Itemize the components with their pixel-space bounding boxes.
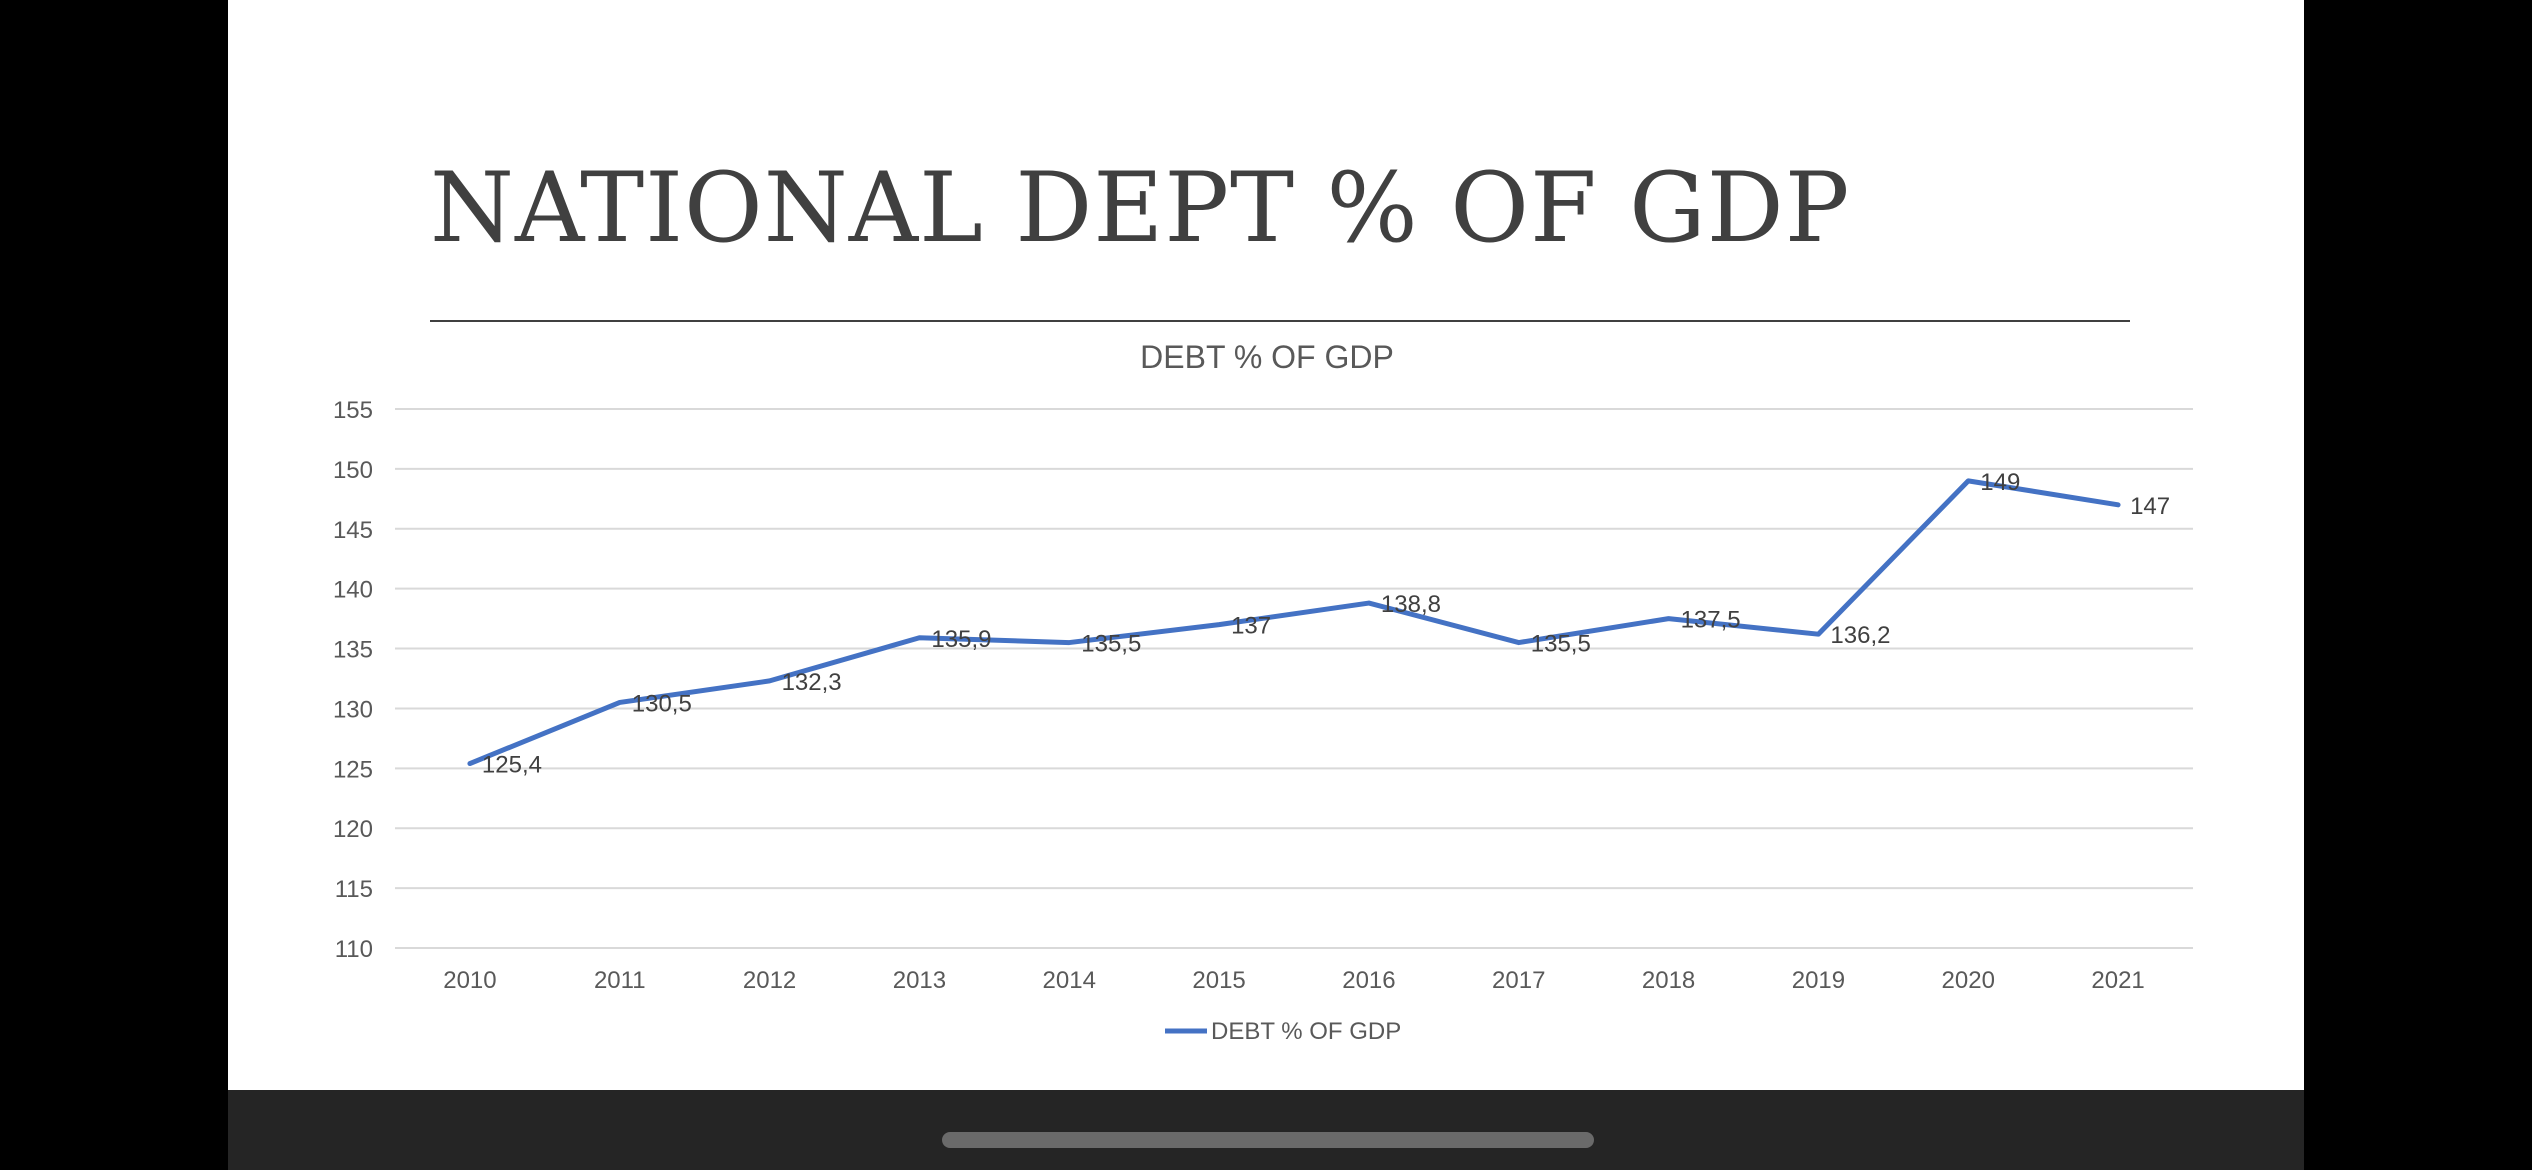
chart-legend[interactable]: DEBT % OF GDP — [1165, 1018, 1401, 1045]
x-tick-label: 2015 — [1192, 967, 1245, 994]
y-tick-label: 115 — [335, 876, 373, 903]
data-label: 135,9 — [931, 626, 991, 653]
line-chart: DEBT % OF GDP 110 115 120 125 130 135 140 145 15… — [333, 339, 2193, 1045]
x-axis-tick-labels: 2010 2011 2012 2013 2014 2015 2016 2017 2018 2019… — [443, 967, 2145, 994]
y-tick-label: 145 — [333, 517, 373, 544]
data-label: 135,5 — [1081, 631, 1141, 658]
x-tick-label: 2020 — [1942, 967, 1995, 994]
data-label: 125,4 — [482, 752, 542, 779]
y-tick-label: 140 — [333, 577, 373, 604]
data-label: 138,8 — [1381, 591, 1441, 618]
chart-gridlines — [395, 408, 2193, 949]
x-tick-label: 2014 — [1043, 967, 1096, 994]
y-tick-label: 150 — [333, 457, 373, 484]
y-tick-label: 110 — [335, 936, 373, 963]
series-line — [467, 478, 2121, 767]
data-label: 135,5 — [1531, 631, 1591, 658]
data-label: 149 — [1980, 469, 2020, 496]
data-label: 137 — [1231, 613, 1271, 640]
x-tick-label: 2017 — [1492, 967, 1545, 994]
data-label: 136,2 — [1830, 622, 1890, 649]
data-labels: 125,4 130,5 132,3 135,9 135,5 137 138,8 135,5 13… — [482, 469, 2170, 779]
x-tick-label: 2010 — [443, 967, 496, 994]
y-tick-label: 155 — [333, 397, 373, 424]
data-label: 147 — [2130, 493, 2170, 520]
y-tick-label: 135 — [333, 637, 373, 664]
x-tick-label: 2019 — [1792, 967, 1845, 994]
x-tick-label: 2011 — [594, 967, 646, 994]
y-tick-label: 130 — [333, 696, 373, 723]
chart-title: DEBT % OF GDP — [1140, 339, 1394, 375]
x-tick-label: 2013 — [893, 967, 946, 994]
slide-title: NATIONAL DEPT % OF GDP — [430, 152, 1851, 264]
x-tick-label: 2012 — [743, 967, 796, 994]
legend-label: DEBT % OF GDP — [1211, 1018, 1401, 1045]
bottom-bar — [228, 1090, 2304, 1170]
y-tick-label: 125 — [333, 756, 373, 783]
data-label: 130,5 — [632, 690, 692, 717]
x-tick-label: 2021 — [2091, 967, 2144, 994]
y-axis-tick-labels: 110 115 120 125 130 135 140 145 150 155 — [333, 397, 373, 963]
series-layer — [467, 478, 2121, 767]
data-label: 132,3 — [782, 669, 842, 696]
home-indicator[interactable] — [942, 1132, 1594, 1148]
x-tick-label: 2016 — [1342, 967, 1395, 994]
x-tick-label: 2018 — [1642, 967, 1695, 994]
data-label: 137,5 — [1681, 607, 1741, 634]
title-divider — [430, 320, 2130, 322]
y-tick-label: 120 — [333, 816, 373, 843]
slide: NATIONAL DEPT % OF GDP — [228, 0, 2304, 1090]
